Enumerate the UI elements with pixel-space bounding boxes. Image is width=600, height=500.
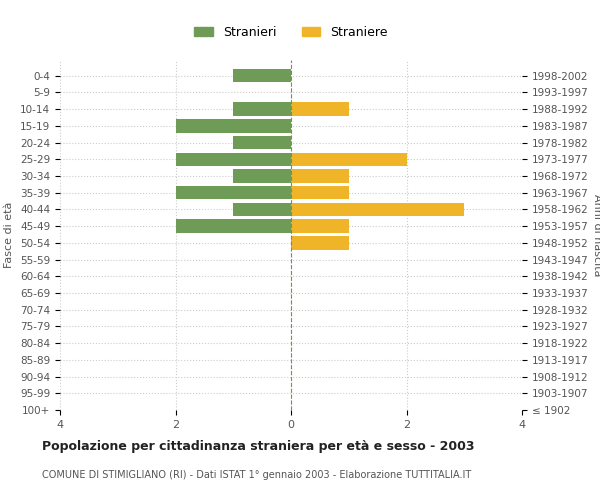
Bar	[291, 236, 349, 250]
Bar	[176, 186, 291, 200]
Bar	[291, 102, 349, 116]
Bar	[291, 152, 407, 166]
Bar	[233, 69, 291, 82]
Bar	[233, 136, 291, 149]
Bar	[291, 170, 349, 182]
Bar	[233, 170, 291, 182]
Bar	[291, 220, 349, 233]
Bar	[233, 102, 291, 116]
Bar	[291, 186, 349, 200]
Bar	[176, 152, 291, 166]
Y-axis label: Fasce di età: Fasce di età	[4, 202, 14, 268]
Bar	[233, 202, 291, 216]
Legend: Stranieri, Straniere: Stranieri, Straniere	[189, 20, 393, 44]
Y-axis label: Anni di nascita: Anni di nascita	[592, 194, 600, 276]
Text: Popolazione per cittadinanza straniera per età e sesso - 2003: Popolazione per cittadinanza straniera p…	[42, 440, 475, 453]
Text: COMUNE DI STIMIGLIANO (RI) - Dati ISTAT 1° gennaio 2003 - Elaborazione TUTTITALI: COMUNE DI STIMIGLIANO (RI) - Dati ISTAT …	[42, 470, 471, 480]
Bar	[176, 220, 291, 233]
Bar	[291, 202, 464, 216]
Bar	[176, 119, 291, 132]
